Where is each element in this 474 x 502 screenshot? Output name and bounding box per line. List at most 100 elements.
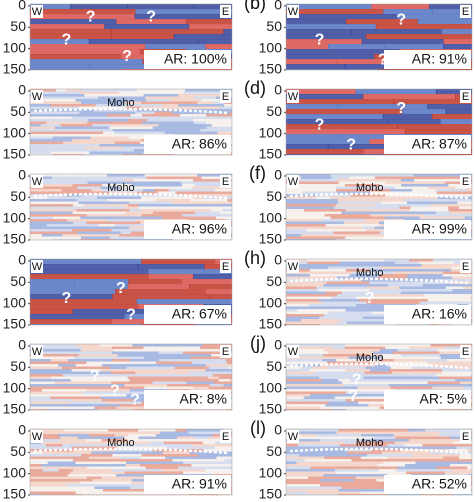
stripe	[124, 206, 140, 210]
stripe	[30, 461, 49, 465]
stripe	[181, 214, 232, 217]
stripe	[125, 211, 154, 215]
stripe	[47, 461, 77, 465]
stripe	[185, 19, 232, 25]
e-box	[220, 430, 231, 443]
stripe	[393, 99, 472, 105]
stripe	[427, 104, 472, 110]
stripe	[54, 381, 113, 385]
stripe	[431, 114, 472, 120]
stripe	[307, 476, 357, 480]
stripe	[100, 151, 145, 155]
stripe	[41, 394, 87, 397]
stripe	[327, 266, 381, 270]
stripe	[402, 239, 430, 240]
stripe	[111, 359, 132, 362]
stripe	[197, 174, 227, 177]
stripe	[300, 234, 335, 237]
moho-line	[289, 362, 469, 370]
stripe	[286, 286, 318, 290]
stripe	[341, 319, 395, 322]
stripe	[345, 391, 365, 395]
stripe	[122, 104, 163, 107]
stripe	[30, 324, 143, 325]
stripe	[30, 494, 42, 495]
stripe	[286, 284, 325, 287]
stripe	[30, 209, 78, 212]
stripe	[143, 346, 202, 350]
stripe	[296, 461, 327, 465]
stripe	[205, 469, 232, 472]
y-tick-label: 50	[10, 18, 26, 34]
stripe	[286, 304, 310, 307]
stripe	[379, 374, 437, 377]
stripe	[178, 466, 232, 470]
stripe	[384, 44, 445, 50]
stripe	[431, 9, 472, 15]
stripe	[424, 294, 472, 297]
stripe	[286, 229, 308, 232]
stripe	[61, 366, 112, 370]
stripe	[286, 34, 367, 40]
stripe	[286, 429, 340, 432]
stripe	[184, 379, 220, 382]
stripe	[325, 404, 370, 407]
stripe	[384, 259, 397, 262]
stripe	[113, 349, 167, 352]
stripe	[286, 446, 302, 450]
stripe	[403, 409, 440, 410]
stripe	[360, 471, 407, 475]
stripe	[70, 384, 126, 387]
frame	[285, 258, 473, 326]
stripe	[101, 399, 134, 402]
stripe	[409, 259, 434, 262]
stripe	[81, 236, 111, 240]
stripe	[217, 494, 232, 495]
stripe	[115, 289, 207, 295]
stripe	[193, 121, 207, 125]
stripe	[30, 224, 48, 227]
stripe	[121, 116, 159, 120]
stripe	[357, 386, 392, 390]
stripe	[362, 474, 388, 477]
stripe	[93, 109, 108, 112]
stripe	[208, 366, 230, 370]
stripe	[407, 274, 444, 277]
stripe	[172, 201, 226, 205]
stripe	[419, 384, 470, 387]
stripe	[174, 154, 201, 155]
stripe	[328, 351, 375, 355]
stripe	[458, 206, 472, 210]
stripe	[444, 181, 472, 185]
ar-box	[384, 220, 471, 239]
stripe	[120, 401, 143, 405]
stripe	[226, 409, 232, 410]
stripe	[158, 351, 184, 355]
stripe	[182, 461, 232, 465]
stripe	[427, 361, 472, 365]
question-mark: ?	[365, 290, 375, 307]
stripe	[286, 291, 327, 295]
stripe	[202, 269, 232, 275]
stripe	[286, 469, 336, 472]
stripe	[67, 474, 117, 477]
panel-label: (h)	[244, 248, 266, 268]
stripe	[354, 229, 367, 232]
stripe	[407, 176, 453, 180]
moho-line	[289, 277, 469, 285]
moho-label: Moho	[107, 182, 135, 194]
stripe	[299, 454, 311, 457]
east-label: E	[222, 346, 229, 358]
stripe	[109, 126, 154, 130]
stripe	[60, 124, 94, 127]
stripe	[192, 409, 228, 410]
stripe	[75, 461, 128, 465]
stripe	[74, 279, 130, 285]
stripe	[30, 139, 73, 142]
stripe	[30, 354, 80, 357]
stripe	[125, 106, 142, 110]
stripe	[106, 109, 138, 112]
stripe	[172, 239, 223, 240]
stripe	[30, 309, 74, 315]
stripe	[71, 109, 95, 112]
